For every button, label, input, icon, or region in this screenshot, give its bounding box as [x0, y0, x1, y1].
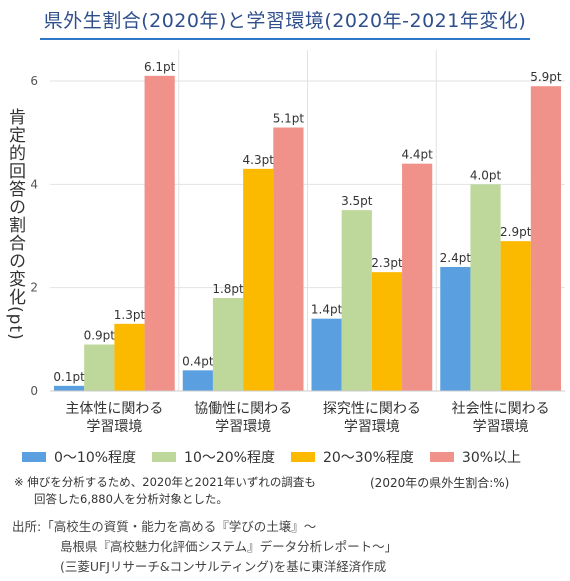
source-line-2: 島根県『高校魅力化評価システム』データ分析レポート〜」 — [60, 539, 398, 554]
bar-4-3 — [500, 241, 531, 391]
x-category-label: 探究性に関わる — [323, 401, 421, 417]
bar-3-3 — [371, 272, 403, 391]
x-category-label: 社会性に関わる — [452, 401, 550, 417]
legend-swatch — [290, 452, 315, 462]
analysis-note: ※ 伸びを分析するため、2020年と2021年いずれの調査も 回答した6,880… — [14, 474, 374, 508]
data-label: 6.1pt — [144, 60, 176, 74]
bar-1-3 — [114, 323, 145, 391]
data-label: 1.3pt — [114, 308, 146, 322]
data-label: 0.9pt — [84, 329, 116, 343]
bar-4-1 — [440, 267, 471, 391]
data-label: 2.4pt — [440, 251, 472, 265]
data-label: 4.3pt — [243, 153, 275, 167]
data-label: 1.4pt — [311, 303, 343, 317]
x-category-label: 学習環境 — [473, 419, 529, 435]
bar-4-4 — [530, 86, 561, 392]
data-label: 4.0pt — [470, 168, 502, 182]
legend-label: 20〜30%程度 — [322, 450, 414, 466]
bar-2-1 — [182, 370, 213, 391]
legend-swatch — [429, 452, 454, 462]
y-tick-label: 2 — [30, 281, 38, 295]
data-label: 4.4pt — [401, 148, 433, 162]
bar-1-1 — [54, 385, 85, 391]
bar-1-4 — [144, 75, 175, 391]
bar-1-2 — [84, 344, 115, 391]
analysis-note-line-1: ※ 伸びを分析するため、2020年と2021年いずれの調査も — [14, 475, 316, 489]
title-underline — [40, 38, 530, 40]
bar-2-4 — [273, 127, 304, 391]
source-line-1: 出所:「高校生の資質・能力を高める『学びの土壌』〜 — [12, 519, 317, 534]
bar-3-4 — [402, 163, 433, 391]
y-tick-label: 6 — [30, 74, 38, 88]
source-note: 出所:「高校生の資質・能力を高める『学びの土壌』〜 島根県『高校魅力化評価システ… — [12, 517, 562, 577]
legend-item-4: 30%以上 — [429, 447, 522, 467]
data-label: 0.1pt — [53, 370, 85, 384]
source-line-3: (三菱UFJリサーチ&コンサルティング)を基に東洋経済作成 — [60, 559, 387, 574]
chart-title: 県外生割合(2020年)と学習環境(2020年-2021年変化) — [43, 10, 527, 32]
data-label: 0.4pt — [182, 354, 214, 368]
legend-item-3: 20〜30%程度 — [290, 447, 414, 467]
legend-label: 30%以上 — [461, 450, 522, 466]
legend-item-1: 0〜10%程度 — [22, 447, 136, 467]
legend-swatch — [22, 452, 46, 462]
x-category-label: 学習環境 — [215, 419, 271, 435]
data-label: 2.9pt — [500, 225, 532, 239]
y-tick-label: 0 — [30, 384, 38, 398]
bar-2-2 — [212, 298, 244, 391]
x-category-label: 主体性に関わる — [65, 401, 163, 417]
legend-item-2: 10〜20%程度 — [152, 447, 275, 467]
data-label: 5.1pt — [273, 112, 305, 126]
data-label: 5.9pt — [530, 70, 562, 84]
bar-3-2 — [341, 210, 372, 391]
bar-chart: 02460.1pt0.9pt1.3pt6.1pt主体性に関わる学習環境0.4pt… — [30, 50, 565, 435]
x-category-label: 協働性に関わる — [194, 401, 292, 417]
legend: 0〜10%程度 10〜20%程度 20〜30%程度 30%以上 — [22, 446, 562, 468]
legend-label: 0〜10%程度 — [54, 450, 137, 466]
analysis-note-line-2: 回答した6,880人を分析対象とした。 — [34, 492, 228, 506]
data-label: 2.3pt — [371, 256, 403, 270]
y-axis-label: 肯定的回答の割合の変化(pt) — [5, 108, 25, 341]
bar-4-2 — [470, 184, 501, 391]
y-tick-label: 4 — [30, 177, 38, 191]
bar-2-3 — [243, 168, 274, 391]
bar-3-1 — [311, 318, 342, 391]
x-category-label: 学習環境 — [86, 419, 142, 435]
data-label: 3.5pt — [341, 194, 373, 208]
data-label: 1.8pt — [212, 282, 244, 296]
x-category-label: 学習環境 — [344, 419, 400, 435]
legend-label: 10〜20%程度 — [184, 450, 275, 466]
legend-swatch — [152, 452, 177, 462]
base-note: (2020年の県外生割合:%) — [370, 476, 510, 490]
